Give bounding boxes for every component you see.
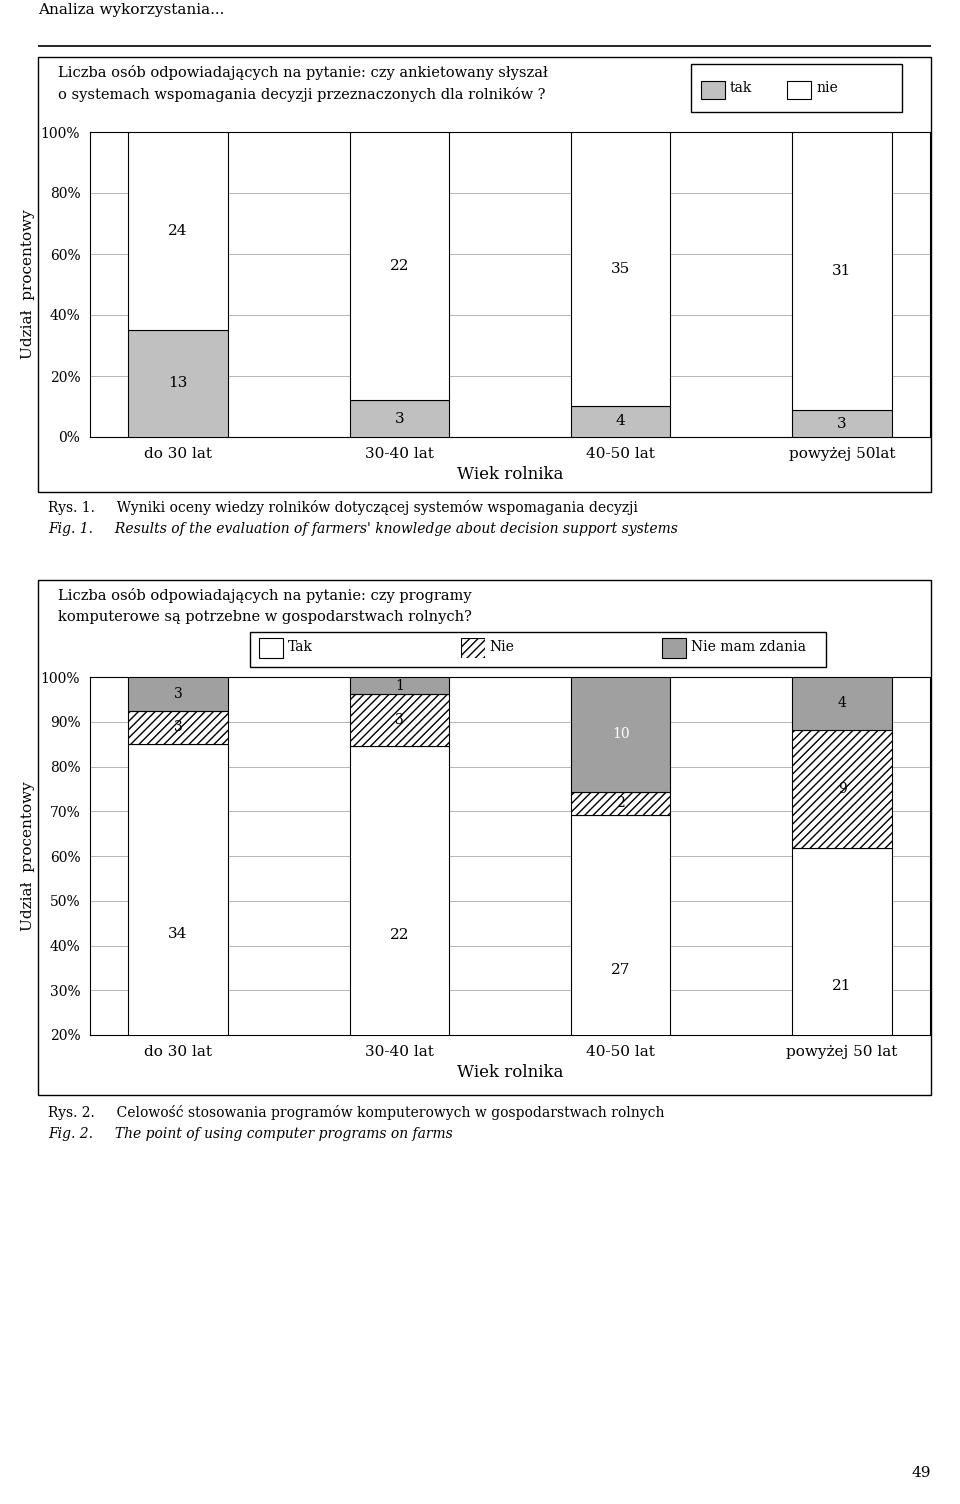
Text: 35: 35 — [612, 262, 631, 275]
Text: 22: 22 — [390, 259, 409, 274]
X-axis label: Wiek rolnika: Wiek rolnika — [457, 466, 564, 483]
Text: Fig. 2.     The point of using computer programs on farms: Fig. 2. The point of using computer prog… — [48, 1126, 453, 1142]
Bar — [792, 848, 892, 1125]
Bar — [792, 729, 892, 848]
Bar — [571, 132, 670, 406]
Bar — [571, 677, 670, 791]
Bar — [792, 132, 892, 411]
Text: 4: 4 — [837, 696, 847, 710]
Text: Liczba osób odpowiadających na pytanie: czy ankietowany słyszał: Liczba osób odpowiadających na pytanie: … — [58, 65, 547, 80]
Text: Rys. 2.     Celowość stosowania programów komputerowych w gospodarstwach rolnych: Rys. 2. Celowość stosowania programów ko… — [48, 1105, 664, 1120]
Bar — [349, 400, 449, 438]
Text: 13: 13 — [168, 376, 187, 391]
Text: 3: 3 — [174, 687, 182, 701]
Bar — [129, 744, 228, 1125]
Text: 9: 9 — [838, 782, 847, 796]
Text: 22: 22 — [390, 928, 409, 942]
Text: 27: 27 — [611, 963, 631, 976]
Bar — [129, 132, 228, 329]
Text: Rys. 1.     Wyniki oceny wiedzy rolników dotyczącej systemów wspomagania decyzji: Rys. 1. Wyniki oceny wiedzy rolników dot… — [48, 499, 637, 514]
Text: 3: 3 — [395, 713, 404, 726]
Text: nie: nie — [816, 81, 838, 95]
Text: Tak: Tak — [288, 641, 313, 654]
X-axis label: Wiek rolnika: Wiek rolnika — [457, 1065, 564, 1081]
Text: 34: 34 — [168, 928, 187, 942]
Text: 21: 21 — [832, 979, 852, 993]
Y-axis label: Udział  procentowy: Udział procentowy — [21, 781, 36, 931]
Text: Analiza wykorzystania...: Analiza wykorzystania... — [38, 3, 225, 17]
Text: 10: 10 — [612, 728, 630, 741]
Bar — [571, 406, 670, 438]
Bar — [571, 791, 670, 815]
Bar — [792, 677, 892, 729]
FancyBboxPatch shape — [461, 638, 485, 659]
Text: Nie: Nie — [490, 641, 515, 654]
Bar — [349, 677, 449, 695]
Text: 3: 3 — [837, 417, 847, 430]
Text: 3: 3 — [395, 412, 404, 426]
Bar — [349, 132, 449, 400]
Text: tak: tak — [730, 81, 752, 95]
Bar — [129, 710, 228, 744]
Text: 31: 31 — [832, 265, 852, 278]
Text: 3: 3 — [174, 720, 182, 734]
Text: 2: 2 — [616, 796, 625, 811]
Text: 49: 49 — [912, 1466, 931, 1480]
Bar — [129, 329, 228, 438]
Text: 1: 1 — [395, 678, 404, 693]
Bar — [571, 815, 670, 1125]
Text: komputerowe są potrzebne w gospodarstwach rolnych?: komputerowe są potrzebne w gospodarstwac… — [58, 611, 471, 624]
Text: Fig. 1.     Results of the evaluation of farmers' knowledge about decision suppo: Fig. 1. Results of the evaluation of far… — [48, 522, 678, 535]
Text: Liczba osób odpowiadających na pytanie: czy programy: Liczba osób odpowiadających na pytanie: … — [58, 588, 471, 603]
Bar — [129, 677, 228, 710]
Bar — [349, 695, 449, 746]
Text: Nie mam zdania: Nie mam zdania — [691, 641, 806, 654]
Bar — [792, 411, 892, 438]
Text: o systemach wspomagania decyzji przeznaczonych dla rolników ?: o systemach wspomagania decyzji przeznac… — [58, 87, 545, 102]
Bar — [349, 746, 449, 1125]
Text: 24: 24 — [168, 224, 188, 238]
Text: 4: 4 — [615, 415, 626, 429]
Y-axis label: Udział  procentowy: Udział procentowy — [21, 209, 36, 359]
